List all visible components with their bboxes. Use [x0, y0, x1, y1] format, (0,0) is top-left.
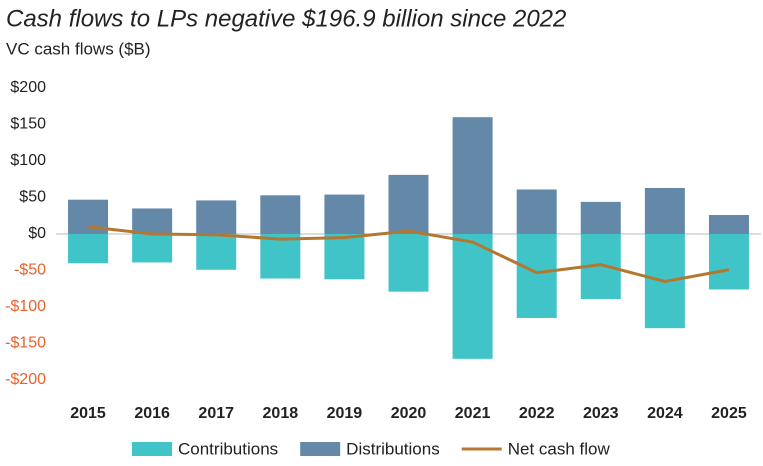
bar	[708, 234, 749, 290]
bar	[708, 215, 749, 234]
x-tick-label: 2015	[70, 405, 106, 422]
bar	[644, 188, 685, 234]
bar	[260, 195, 301, 234]
chart-title: Cash flows to LPs negative $196.9 billio…	[6, 5, 566, 32]
bar	[388, 174, 429, 234]
bar	[196, 234, 237, 270]
line	[87, 225, 730, 283]
bar	[388, 234, 429, 292]
bar	[516, 234, 557, 318]
y-tick-label: $100	[10, 152, 46, 169]
x-tick-label: 2016	[134, 405, 170, 422]
y-tick-label: -$50	[14, 262, 46, 279]
bar	[324, 194, 365, 234]
bar	[132, 208, 173, 234]
bar	[68, 234, 109, 264]
x-tick-label: 2024	[647, 405, 683, 422]
x-tick-label: 2020	[391, 405, 427, 422]
y-tick-label: $0	[28, 225, 46, 242]
bar	[516, 189, 557, 234]
x-tick-label: 2022	[519, 405, 555, 422]
legend-label: Net cash flow	[508, 439, 611, 458]
y-tick-label: $150	[10, 116, 46, 133]
bar	[452, 234, 493, 359]
bar	[324, 234, 365, 280]
legend-swatch	[132, 442, 172, 456]
legend-swatch	[300, 442, 341, 456]
y-tick-label: -$100	[5, 298, 46, 315]
y-tick-label: -$200	[5, 371, 46, 388]
y-tick-label: $200	[10, 79, 46, 96]
bar	[580, 201, 621, 234]
legend-label: Contributions	[178, 439, 278, 458]
legend-label: Distributions	[346, 439, 440, 458]
bar	[452, 117, 493, 234]
x-tick-label: 2025	[711, 405, 747, 422]
x-tick-label: 2023	[583, 405, 619, 422]
bar	[132, 234, 173, 263]
y-tick-label: $50	[19, 189, 46, 206]
chart-subtitle: VC cash flows ($B)	[6, 39, 151, 58]
bar	[196, 200, 237, 234]
x-tick-label: 2017	[198, 405, 234, 422]
x-tick-label: 2019	[327, 405, 363, 422]
y-tick-label: -$150	[5, 335, 46, 352]
x-tick-label: 2018	[263, 405, 299, 422]
x-tick-label: 2021	[455, 405, 491, 422]
bar	[260, 234, 301, 279]
